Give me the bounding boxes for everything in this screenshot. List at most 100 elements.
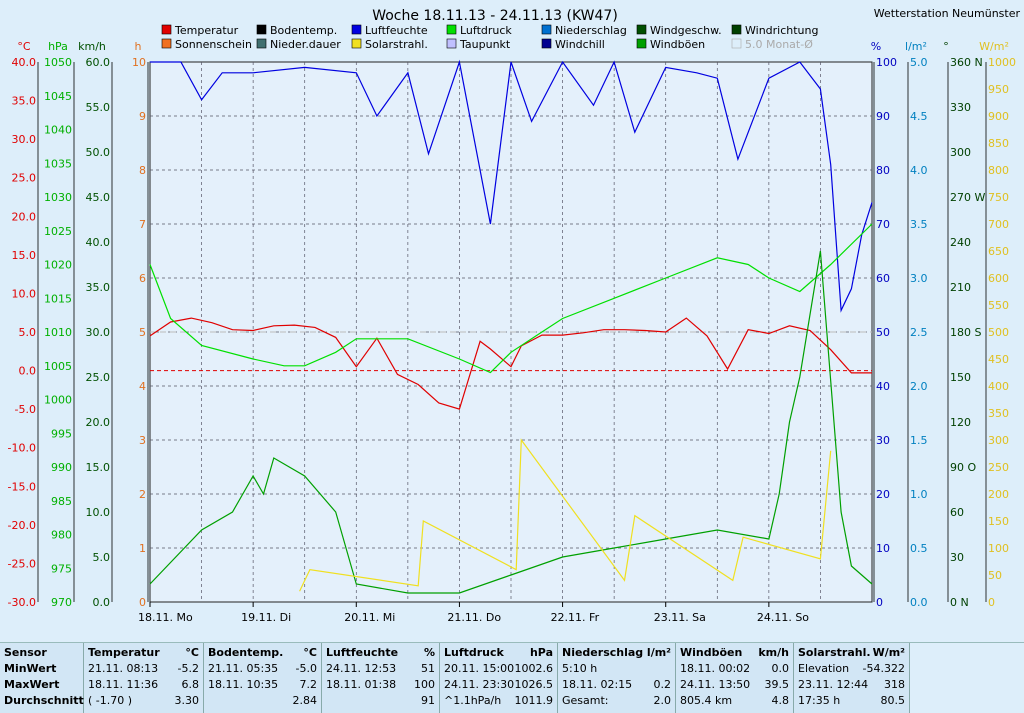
pressure-tick-label: 985 xyxy=(51,495,72,508)
series-temperatur xyxy=(149,317,872,410)
direction-tick-label: 360 N xyxy=(950,56,983,69)
cell-value: 0.0 xyxy=(771,662,790,675)
legend-swatch xyxy=(731,38,742,49)
temp-tick-label: 40.0 xyxy=(12,56,37,69)
direction-tick-label: 240 xyxy=(950,236,971,249)
pressure-tick-label: 975 xyxy=(51,562,72,575)
column-header: Sensor xyxy=(4,645,79,661)
direction-tick-label: 60 xyxy=(950,506,964,519)
temp-tick-label: 10.0 xyxy=(12,287,37,300)
humidity-tick-label: 0 xyxy=(876,596,883,609)
pressure-tick-label: 990 xyxy=(51,461,72,474)
wind-unit-label: km/h xyxy=(78,40,106,53)
rain-unit-label: l/m² xyxy=(905,40,927,53)
column-unit: W/m² xyxy=(872,646,905,659)
temp-tick-label: 15.0 xyxy=(12,249,37,262)
wind-tick-label: 60.0 xyxy=(86,56,111,69)
table-row: 21.11. 08:13 -5.2 xyxy=(88,661,199,677)
pressure-tick-label: 1040 xyxy=(44,124,72,137)
wind-tick-label: 5.0 xyxy=(93,551,111,564)
cell-label: 18.11. 01:38 xyxy=(326,678,397,691)
table-row: 23.11. 12:44 318 xyxy=(798,677,905,693)
humidity-tick-label: 80 xyxy=(876,164,890,177)
legend-swatch xyxy=(541,38,552,49)
hours-tick-label: 2 xyxy=(139,488,146,501)
cell-value: 1002.6 xyxy=(514,662,554,675)
direction-tick-label: 90 O xyxy=(950,461,976,474)
legend-label: Niederschlag xyxy=(555,24,627,37)
temp-tick-label: -5.0 xyxy=(15,403,36,416)
table-row: 20.11. 15:00 1002.6 xyxy=(444,661,553,677)
humidity-tick-label: 20 xyxy=(876,488,890,501)
cell-label: 17:35 h xyxy=(798,694,841,707)
wind-tick-label: 10.0 xyxy=(86,506,111,519)
cell-value: 318 xyxy=(884,678,905,691)
pressure-tick-label: 970 xyxy=(51,596,72,609)
series-luftfeuchte xyxy=(150,59,873,313)
temp-tick-label: -25.0 xyxy=(8,557,36,570)
solar-tick-label: 500 xyxy=(988,326,1009,339)
table-row: Durchschnitt xyxy=(4,693,84,709)
cell-value: 91 xyxy=(421,694,435,707)
cell-label: 20.11. 15:00 xyxy=(444,662,515,675)
table-row: 17:35 h 80.5 xyxy=(798,693,905,709)
series xyxy=(149,59,873,594)
table-column: Bodentemp. °C 21.11. 05:35 -5.0 18.11. 10:35… xyxy=(204,643,322,713)
column-unit: % xyxy=(423,646,435,659)
statistics-table: Sensor MinWert MaxWert Durchschnitt Temperat… xyxy=(0,642,1024,713)
column-header: Solarstrahl. W/m² xyxy=(798,645,905,661)
hours-tick-label: 5 xyxy=(139,326,146,339)
column-header: Niederschlag l/m² xyxy=(562,645,671,661)
table-row: 91 xyxy=(326,693,435,709)
legend-label: Temperatur xyxy=(174,24,239,37)
humidity-tick-label: 100 xyxy=(876,56,897,69)
temp-tick-label: -20.0 xyxy=(8,519,36,532)
solar-tick-label: 0 xyxy=(988,596,995,609)
hours-tick-label: 9 xyxy=(139,110,146,123)
column-unit: °C xyxy=(303,646,317,659)
solar-tick-label: 950 xyxy=(988,83,1009,96)
temp-tick-label: -15.0 xyxy=(8,480,36,493)
legend-swatch xyxy=(731,24,742,35)
hours-tick-label: 7 xyxy=(139,218,146,231)
legend-label: Luftfeuchte xyxy=(365,24,428,37)
temp-tick-label: 5.0 xyxy=(19,326,37,339)
wind-tick-label: 55.0 xyxy=(86,101,111,114)
direction-tick-label: 120 xyxy=(950,416,971,429)
solar-tick-label: 350 xyxy=(988,407,1009,420)
column-unit: km/h xyxy=(758,646,789,659)
pressure-tick-label: 1035 xyxy=(44,157,72,170)
column-title: Niederschlag xyxy=(562,646,644,659)
cell-label: 5:10 h xyxy=(562,662,598,675)
legend-swatch xyxy=(446,24,457,35)
cell-label: 18.11. 11:36 xyxy=(88,678,159,691)
cell-label: Durchschnitt xyxy=(4,694,84,707)
solar-tick-label: 450 xyxy=(988,353,1009,366)
hours-tick-label: 10 xyxy=(132,56,146,69)
temp-tick-label: -10.0 xyxy=(8,442,36,455)
legend-swatch xyxy=(256,38,267,49)
pressure-tick-label: 1020 xyxy=(44,259,72,272)
rain-tick-label: 0.0 xyxy=(910,596,928,609)
direction-tick-label: 270 W xyxy=(950,191,985,204)
hours-tick-label: 0 xyxy=(139,596,146,609)
temp-tick-label: 30.0 xyxy=(12,133,37,146)
cell-label: 24.11. 13:50 xyxy=(680,678,751,691)
humidity-tick-label: 90 xyxy=(876,110,890,123)
cell-label: ( -1.70 ) xyxy=(88,694,133,707)
station-name: Wetterstation Neumünster xyxy=(874,7,1021,20)
legend-swatch xyxy=(636,24,647,35)
pressure-tick-label: 1050 xyxy=(44,56,72,69)
legend-label: Windchill xyxy=(555,38,605,51)
series-luftdruck xyxy=(149,223,873,374)
column-header: Luftfeuchte% xyxy=(326,645,435,661)
cell-value: 0.2 xyxy=(653,678,672,691)
x-tick-label: 20.11. Mi xyxy=(344,611,395,624)
solar-tick-label: 50 xyxy=(988,569,1002,582)
solar-tick-label: 250 xyxy=(988,461,1009,474)
rain-tick-label: 0.5 xyxy=(910,542,928,555)
pressure-tick-label: 1045 xyxy=(44,90,72,103)
wind-tick-label: 20.0 xyxy=(86,416,111,429)
wind-tick-label: 50.0 xyxy=(86,146,111,159)
cell-value: -5.0 xyxy=(295,662,317,675)
